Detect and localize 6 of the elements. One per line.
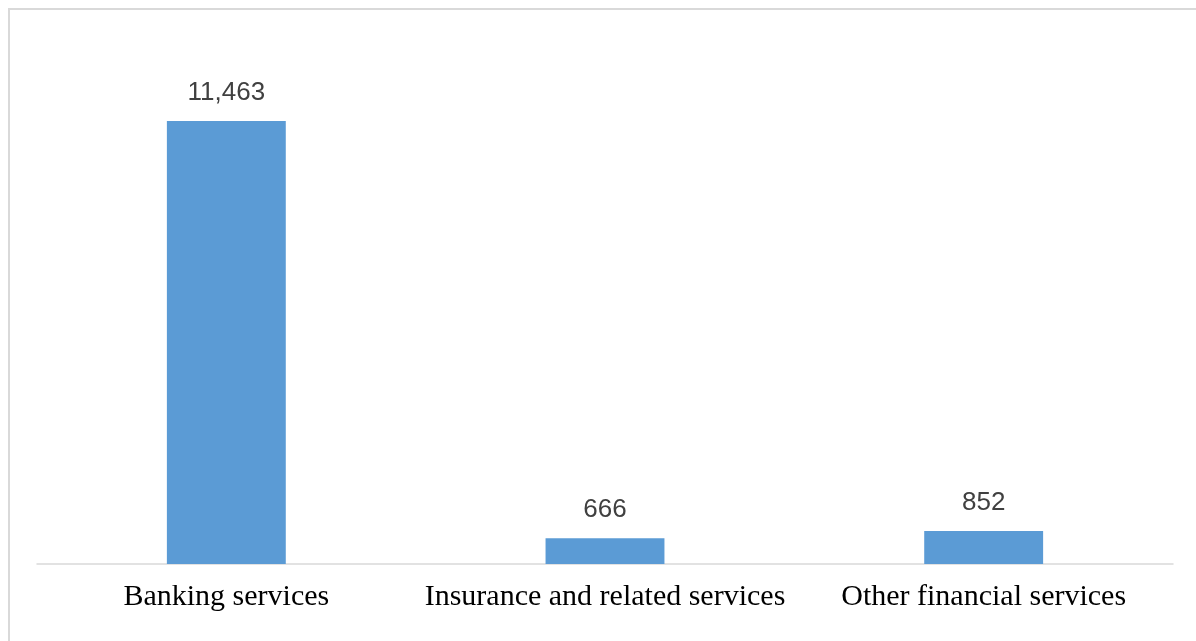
data-label: 11,463 [187, 76, 266, 106]
data-label: 852 [961, 486, 1006, 517]
data-label: 666 [583, 493, 627, 524]
x-tick-label: Insurance and related services [424, 577, 786, 611]
x-tick-label: Banking services [123, 577, 330, 611]
x-tick-label: Other financial services [841, 577, 1127, 611]
